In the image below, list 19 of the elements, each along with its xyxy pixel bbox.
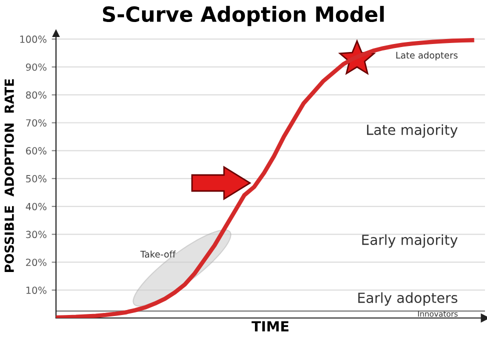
y-tick-label: 20%: [26, 258, 46, 266]
chart-title: S-Curve Adoption Model: [102, 6, 384, 26]
y-tick-label: 40%: [26, 202, 46, 210]
y-tick-label: 60%: [26, 147, 46, 154]
x-axis-title: TIME: [252, 321, 288, 332]
y-tick-label: 50%: [26, 175, 46, 182]
line-series: [56, 38, 474, 318]
y-tick-label: 90%: [26, 63, 46, 71]
y-tick-label: 70%: [26, 119, 46, 127]
annotation: Early majority: [362, 234, 458, 248]
annotation: Late adopters: [396, 52, 458, 60]
annotation: Early adopters: [358, 292, 458, 306]
y-tick-label: 10%: [26, 286, 46, 294]
annotation: Take-off: [140, 250, 176, 258]
y-tick-label: 80%: [26, 91, 46, 99]
y-tick-label: 30%: [26, 230, 46, 238]
y-tick-label: 100%: [20, 36, 46, 43]
y-axis-title: POSSIBLE ADOPTION RATE: [4, 79, 14, 272]
annotation: Late majority: [367, 124, 458, 138]
